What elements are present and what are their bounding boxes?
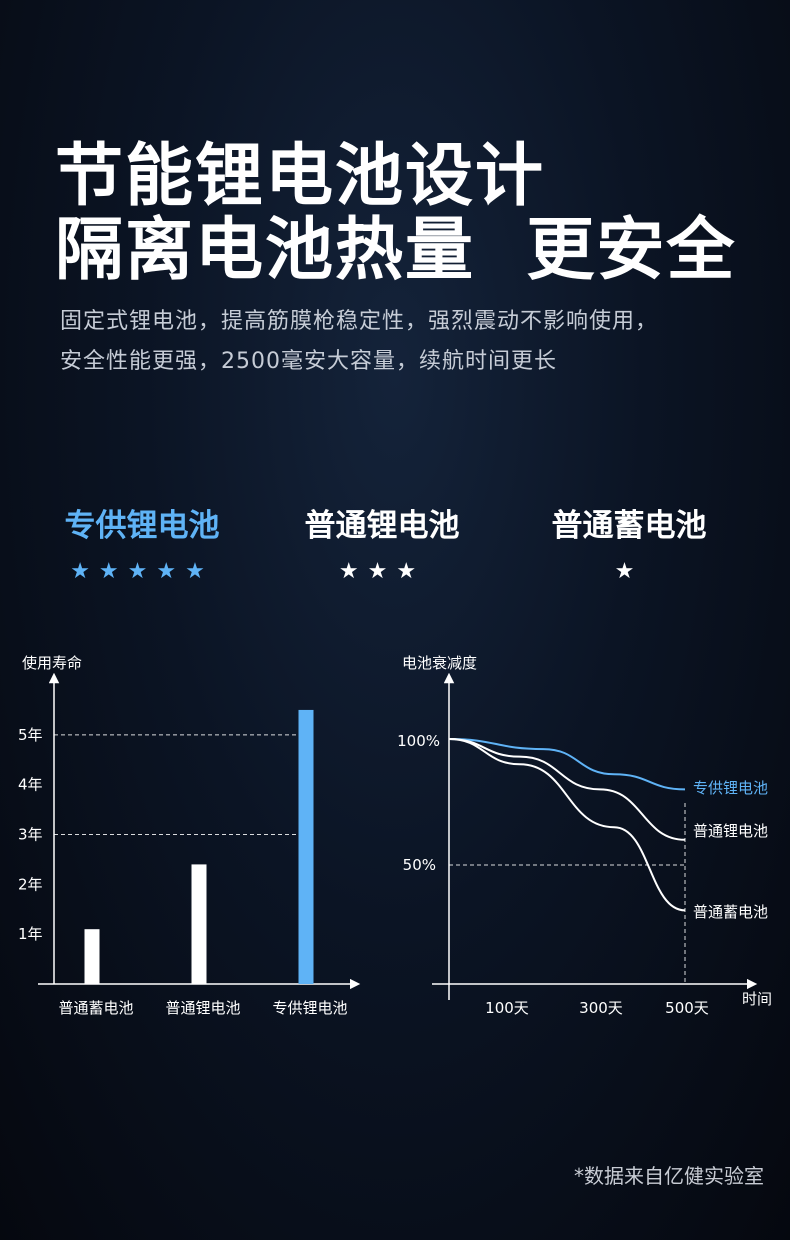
line-chart-xtick-label: 300天 xyxy=(579,999,623,1017)
bar-chart-ytick-label: 4年 xyxy=(18,776,43,794)
line-series-label: 专供锂电池 xyxy=(693,779,768,797)
description-line-2: 安全性能更强，2500毫安大容量，续航时间更长 xyxy=(60,349,557,374)
bar-chart-category-label: 普通锂电池 xyxy=(165,999,240,1017)
comparison-name: 专供锂电池 xyxy=(64,508,220,544)
comparison-name: 普通锂电池 xyxy=(304,508,460,544)
description-line-1: 固定式锂电池，提高筋膜枪稳定性，强烈震动不影响使用， xyxy=(60,309,659,334)
bar-chart: 使用寿命 1年 2年 3年 4年 5年 普通蓄电池 普通锂电池 专供锂电池 xyxy=(18,654,361,1017)
source-note: *数据来自亿健实验室 xyxy=(574,1164,764,1188)
bar-chart-ytick-label: 3年 xyxy=(18,826,43,844)
headline-line-1: 节能锂电池设计 xyxy=(55,137,546,216)
line-chart-ytick-label: 100% xyxy=(397,732,440,750)
comparison-item-normal-lithium: 普通锂电池 ★★★ xyxy=(302,500,462,584)
description: 固定式锂电池，提高筋膜枪稳定性，强烈震动不影响使用， 安全性能更强，2500毫安… xyxy=(60,302,760,382)
star-rating-icons: ★ xyxy=(614,559,644,584)
bar-chart-category-label: 普通蓄电池 xyxy=(58,999,133,1017)
headline: 节能锂电池设计 隔离电池热量 更安全 xyxy=(55,140,736,288)
line-series-label: 普通锂电池 xyxy=(693,822,768,840)
line-chart: 电池衰减度 时间 100% 50% 100天 300天 500天 专供锂电池普通锂电池普… xyxy=(397,654,772,1017)
star-rating-icons: ★★★ xyxy=(338,559,426,584)
line-series-2 xyxy=(448,738,686,841)
line-chart-xtick-label: 500天 xyxy=(665,999,709,1017)
bar-chart-category-label: 专供锂电池 xyxy=(272,999,347,1017)
line-series-3 xyxy=(448,738,686,912)
comparison-name: 普通蓄电池 xyxy=(551,508,707,544)
bar-chart-ytick-label: 5年 xyxy=(18,726,43,744)
line-chart-xlabel: 时间 xyxy=(742,990,772,1008)
line-chart-ylabel: 电池衰减度 xyxy=(402,654,477,672)
bar-2 xyxy=(191,864,207,984)
headline-line-2: 隔离电池热量 更安全 xyxy=(55,211,737,290)
bar-chart-ytick-label: 2年 xyxy=(18,875,43,893)
star-rating-icons: ★★★★★ xyxy=(70,559,214,584)
bar-3 xyxy=(298,709,314,984)
bar-chart-ylabel: 使用寿命 xyxy=(22,654,82,672)
comparison-item-dedicated-lithium: 专供锂电池 ★★★★★ xyxy=(62,500,222,584)
bar-1 xyxy=(84,929,100,984)
comparison-item-lead-acid: 普通蓄电池 ★ xyxy=(549,500,709,584)
line-series-label: 普通蓄电池 xyxy=(693,903,768,921)
line-chart-ytick-label: 50% xyxy=(403,856,436,874)
line-series-1 xyxy=(448,738,686,791)
bar-chart-ytick-label: 1年 xyxy=(18,925,43,943)
line-chart-xtick-label: 100天 xyxy=(485,999,529,1017)
